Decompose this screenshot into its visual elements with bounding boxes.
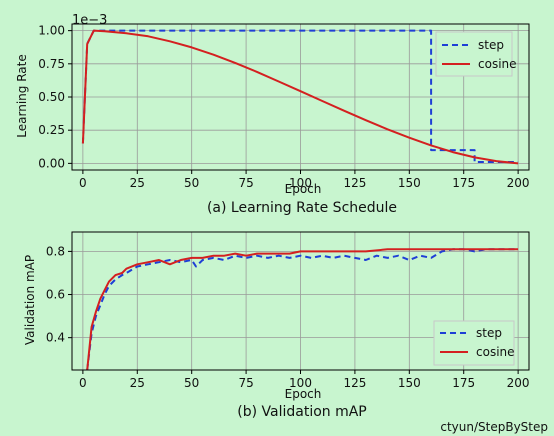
chart-b-ytick-label-0.6: 0.6 bbox=[46, 288, 65, 302]
chart-a-xtick-label-25: 25 bbox=[130, 176, 145, 190]
chart-b-ytick-label-0.4: 0.4 bbox=[46, 331, 65, 345]
chart-b-xtick-label-125: 125 bbox=[343, 376, 366, 390]
chart-b-xlabel: Epoch bbox=[285, 387, 322, 401]
chart-b-ticks: 0 25 50 75 100 125 150 175 200 0.4 0.6 0.8 bbox=[46, 244, 530, 390]
chart-a-plot-area bbox=[81, 29, 519, 165]
chart-a-ytick-label-0.25: 0.25 bbox=[38, 123, 65, 137]
chart-b-legend-box bbox=[433, 320, 515, 366]
chart-b: 0 25 50 75 100 125 150 175 200 0.4 0.6 0.8 Validati… bbox=[23, 231, 530, 420]
chart-a: 0 25 50 75 100 125 150 175 200 0.00 0.25 0.50 0.75 1.… bbox=[15, 13, 530, 216]
chart-a-xtick-label-75: 75 bbox=[238, 176, 253, 190]
chart-a-ytick-label-0.5: 0.50 bbox=[38, 90, 65, 104]
chart-a-legend-box bbox=[435, 31, 513, 77]
chart-b-xtick-label-25: 25 bbox=[130, 376, 145, 390]
chart-a-xtick-label-175: 175 bbox=[452, 176, 475, 190]
chart-b-series-cosine-line bbox=[86, 248, 519, 371]
chart-a-scale-note: 1e−3 bbox=[72, 13, 107, 28]
chart-b-xtick-label-75: 75 bbox=[238, 376, 253, 390]
chart-a-xtick-label-0: 0 bbox=[79, 176, 87, 190]
chart-a-ticks: 0 25 50 75 100 125 150 175 200 0.00 0.25 0.50 0.75 1.… bbox=[38, 24, 529, 190]
chart-a-ytick-label-0: 0.00 bbox=[38, 156, 65, 170]
chart-b-xtick-label-0: 0 bbox=[79, 376, 87, 390]
chart-a-xtick-label-50: 50 bbox=[184, 176, 199, 190]
chart-b-xtick-label-50: 50 bbox=[184, 376, 199, 390]
chart-a-legend-step-label: step bbox=[478, 38, 504, 52]
chart-b-legend-cosine-label: cosine bbox=[476, 345, 515, 359]
chart-b-xtick-label-100: 100 bbox=[289, 376, 312, 390]
chart-b-legend: step cosine bbox=[433, 320, 515, 366]
watermark: ctyun/StepByStep bbox=[440, 420, 548, 434]
chart-b-xtick-label-200: 200 bbox=[507, 376, 530, 390]
chart-a-legend-cosine-label: cosine bbox=[478, 57, 517, 71]
chart-b-title: (b) Validation mAP bbox=[237, 404, 367, 420]
chart-a-legend: step cosine bbox=[435, 31, 517, 77]
chart-b-legend-step-label: step bbox=[476, 326, 502, 340]
chart-a-ytick-label-1: 1.00 bbox=[38, 24, 65, 38]
chart-a-ylabel: Learning Rate bbox=[15, 54, 29, 137]
chart-a-xtick-label-150: 150 bbox=[398, 176, 421, 190]
chart-a-xtick-label-125: 125 bbox=[343, 176, 366, 190]
chart-b-plot-area bbox=[86, 248, 519, 371]
chart-a-ytick-label-0.75: 0.75 bbox=[38, 57, 65, 71]
chart-a-series-cosine-line bbox=[81, 29, 519, 165]
chart-a-xlabel: Epoch bbox=[285, 182, 322, 196]
chart-a-xtick-label-200: 200 bbox=[507, 176, 530, 190]
chart-a-xtick-label-100: 100 bbox=[289, 176, 312, 190]
chart-a-title: (a) Learning Rate Schedule bbox=[207, 200, 397, 216]
chart-b-ytick-label-0.8: 0.8 bbox=[46, 244, 65, 258]
chart-b-xtick-label-175: 175 bbox=[452, 376, 475, 390]
chart-b-xtick-label-150: 150 bbox=[398, 376, 421, 390]
chart-b-ylabel: Validation mAP bbox=[23, 255, 37, 345]
